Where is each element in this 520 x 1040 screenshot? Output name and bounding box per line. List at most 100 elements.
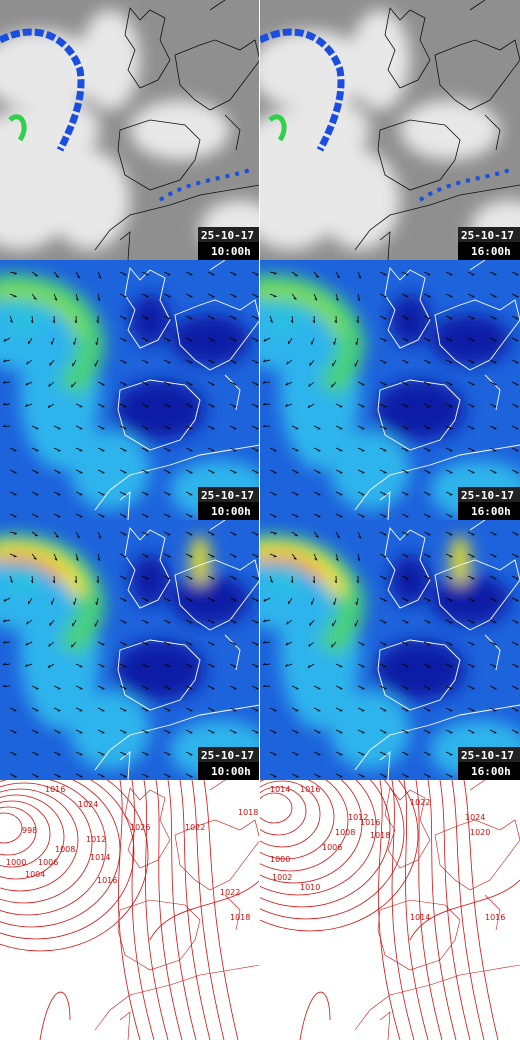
wind-arrow bbox=[163, 293, 171, 298]
isobar bbox=[415, 780, 443, 1040]
wind-arrow bbox=[357, 469, 365, 474]
wind-arrow bbox=[163, 469, 171, 474]
wind-arrow bbox=[310, 337, 315, 345]
wind-arrow bbox=[333, 337, 337, 345]
wind-arrow bbox=[357, 293, 361, 302]
wind-arrow bbox=[511, 663, 519, 668]
wind-arrow bbox=[262, 684, 271, 688]
wind-arrow bbox=[2, 380, 11, 384]
wind-arrow bbox=[207, 619, 215, 624]
wind-arrow bbox=[141, 663, 149, 668]
wind-arrow bbox=[467, 575, 475, 580]
isobar bbox=[463, 780, 499, 1040]
wind-arrow bbox=[229, 359, 237, 364]
wind-arrow bbox=[333, 597, 337, 605]
wind-arrow bbox=[489, 403, 497, 408]
wind-arrow bbox=[9, 707, 17, 712]
wind-arrow bbox=[401, 447, 409, 452]
wind-arrow bbox=[185, 337, 193, 342]
wind-arrow bbox=[288, 337, 293, 345]
wind-arrow bbox=[141, 751, 149, 756]
wind-arrow bbox=[229, 337, 237, 342]
wind-arrow bbox=[401, 531, 409, 536]
wind-arrow bbox=[401, 469, 409, 474]
wind-arrow bbox=[511, 293, 519, 298]
isobar-label: 1016 bbox=[300, 785, 320, 794]
wind-arrow bbox=[251, 641, 259, 646]
wind-arrow bbox=[489, 469, 497, 474]
wind-arrow bbox=[2, 359, 11, 363]
wind-arrow bbox=[262, 662, 271, 666]
wind-max bbox=[190, 535, 210, 585]
wind-arrow bbox=[401, 513, 409, 518]
wind-arrow bbox=[163, 403, 171, 408]
wind-arrow bbox=[9, 751, 17, 756]
wind-arrow bbox=[3, 337, 11, 342]
isobar bbox=[0, 780, 149, 952]
wind-arrow bbox=[445, 425, 453, 430]
map-content: 25-10-17 10:00h bbox=[0, 0, 260, 260]
wind-arrow bbox=[163, 641, 171, 646]
wind-arrow bbox=[489, 597, 497, 602]
stamp-date: 25-10-17 bbox=[201, 229, 254, 242]
vortex bbox=[7, 306, 43, 334]
wind-arrow bbox=[357, 663, 365, 668]
wind-arrow bbox=[288, 597, 293, 605]
wind-arrow bbox=[141, 531, 149, 536]
wind-arrow bbox=[379, 729, 387, 734]
wind-arrow bbox=[511, 553, 519, 558]
map-content: 25-10-17 10:00h bbox=[0, 520, 260, 780]
isobar bbox=[0, 780, 135, 940]
wind-arrow bbox=[286, 619, 293, 625]
wind-arrow bbox=[489, 315, 497, 320]
wind-arrow bbox=[251, 707, 259, 712]
wind-arrow bbox=[467, 619, 475, 624]
wind-arrow bbox=[334, 575, 337, 584]
wind-arrow bbox=[401, 773, 409, 778]
wind-arrow bbox=[331, 381, 337, 388]
wind-arrow bbox=[53, 751, 61, 756]
wind-arrow bbox=[467, 663, 475, 668]
isobar-label: 1016 bbox=[360, 818, 380, 827]
wind-arrow bbox=[313, 685, 321, 690]
wind-arrow bbox=[141, 469, 149, 474]
wind-arrow bbox=[73, 597, 77, 605]
cloud-cover bbox=[260, 10, 520, 260]
wind-arrow bbox=[269, 513, 277, 518]
calm-area bbox=[130, 295, 170, 345]
wind-arrow bbox=[94, 359, 99, 367]
wind-arrow bbox=[119, 531, 127, 536]
wind-arrow bbox=[119, 381, 127, 386]
wind-arrow bbox=[423, 513, 431, 518]
wind-arrow bbox=[119, 469, 127, 474]
wind-arrow bbox=[163, 729, 171, 734]
isobar-label: 1006 bbox=[322, 843, 342, 852]
wind-arrow bbox=[489, 575, 497, 580]
wind-arrow bbox=[379, 619, 387, 624]
wind-arrow bbox=[285, 403, 293, 407]
wind-arrow bbox=[72, 359, 77, 367]
isobar bbox=[191, 780, 225, 1040]
wind-arrow bbox=[357, 513, 365, 518]
wind-arrow bbox=[511, 425, 519, 430]
wind-arrow bbox=[313, 531, 319, 538]
isobar bbox=[0, 806, 37, 856]
wind-arrow bbox=[9, 293, 17, 298]
map-panel: 25-10-17 10:00h bbox=[0, 260, 260, 520]
wind-arrow bbox=[379, 293, 387, 298]
wind-arrow bbox=[511, 685, 519, 690]
wind-arrow bbox=[185, 491, 193, 496]
wind-arrow bbox=[119, 359, 127, 364]
isobar bbox=[0, 794, 65, 880]
wind-arrow bbox=[332, 619, 337, 627]
wind-arrow bbox=[401, 403, 409, 408]
wind-arrow bbox=[163, 337, 171, 342]
wind-arrow bbox=[9, 553, 17, 558]
stamp-date: 25-10-17 bbox=[461, 749, 514, 762]
wind-arrow bbox=[49, 619, 55, 626]
precip-band bbox=[260, 28, 345, 152]
wind-arrow bbox=[401, 729, 409, 734]
wind-arrow bbox=[251, 271, 259, 276]
wind-arrow bbox=[401, 597, 409, 602]
isobar-label: 1008 bbox=[335, 828, 355, 837]
